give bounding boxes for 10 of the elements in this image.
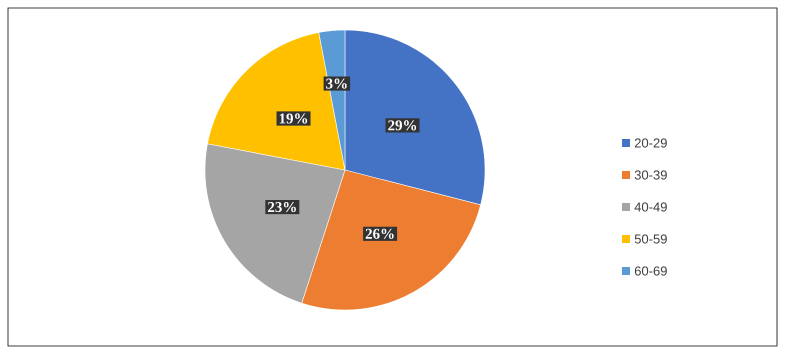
legend-label: 20-29 <box>634 138 667 148</box>
data-label: 3% <box>326 78 347 89</box>
legend-label: 40-49 <box>634 202 667 212</box>
data-label: 19% <box>280 113 308 124</box>
data-label: 23% <box>268 202 296 212</box>
data-label: 29% <box>388 120 416 130</box>
legend-label: 50-59 <box>634 234 667 244</box>
legend-label: 60-69 <box>634 266 667 276</box>
data-label: 26% <box>366 228 394 239</box>
legend-label: 30-39 <box>634 170 667 180</box>
